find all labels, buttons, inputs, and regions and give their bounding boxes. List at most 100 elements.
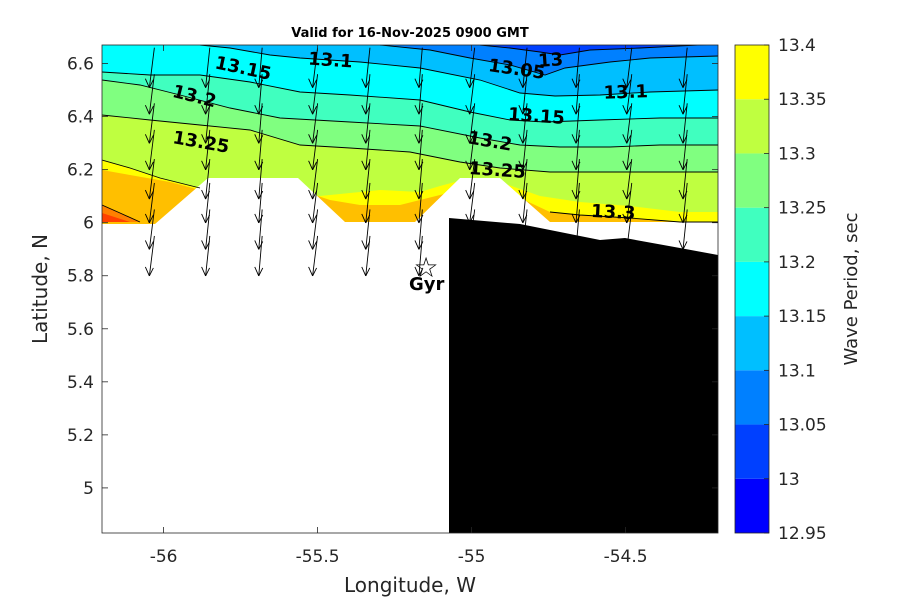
direction-arrow	[308, 182, 319, 224]
direction-arrow	[308, 47, 319, 88]
direction-arrow	[308, 209, 319, 250]
direction-arrow	[465, 209, 476, 250]
colorbar-frame	[734, 44, 770, 534]
direction-arrow	[571, 103, 581, 144]
y-tick-label: 6.4	[67, 108, 94, 128]
x-tick-label: -55	[458, 547, 486, 567]
direction-arrow	[308, 103, 319, 144]
direction-arrow	[622, 74, 633, 115]
direction-arrow	[144, 129, 155, 171]
contour-line	[479, 45, 708, 56]
axes-frame	[101, 44, 719, 534]
y-tick-label: 6	[83, 214, 94, 234]
direction-arrow	[622, 47, 633, 88]
y-tick-label: 5.8	[67, 267, 94, 287]
station-label: Gyr	[409, 274, 445, 295]
contour-line	[199, 45, 718, 97]
direction-arrow	[144, 209, 155, 250]
direction-arrow	[254, 182, 264, 224]
direction-arrow	[254, 103, 264, 144]
direction-arrow	[465, 74, 476, 115]
direction-arrow	[414, 103, 424, 144]
direction-arrow	[571, 182, 581, 224]
colorbar-tick-label: 13	[778, 470, 800, 490]
contour-label: 13.1	[603, 81, 648, 104]
direction-arrows	[144, 47, 688, 277]
direction-arrow	[144, 103, 155, 144]
contour-label: 13.1	[307, 48, 353, 72]
colorbar-tick-label: 13.2	[778, 253, 816, 273]
contour-line	[102, 159, 201, 189]
direction-arrow	[144, 182, 155, 224]
direction-arrow	[254, 47, 264, 88]
star-icon: ☆	[413, 251, 438, 284]
direction-arrow	[144, 235, 155, 277]
direction-arrow	[144, 47, 155, 88]
contour-line	[102, 204, 141, 223]
direction-arrow	[361, 235, 371, 277]
contour-label: 13.3	[591, 201, 636, 224]
direction-arrow	[414, 47, 424, 88]
y-tick-label: 5.6	[67, 320, 94, 340]
contour-label: 13.25	[468, 158, 526, 183]
direction-arrow	[201, 235, 211, 277]
colorbar-segment	[735, 261, 769, 317]
x-tick-label: -55.5	[296, 547, 340, 567]
y-tick-label: 5.2	[67, 426, 94, 446]
colorbar-tick-label: 13.4	[778, 36, 816, 56]
colorbar-segment	[735, 424, 769, 479]
colorbar-tick-label: 13.05	[778, 416, 827, 436]
colorbar-label: Wave Period, sec	[841, 212, 862, 365]
y-tick-label: 5.4	[67, 373, 94, 393]
direction-arrow	[622, 158, 633, 200]
colorbar-segment	[735, 478, 769, 533]
colorbar-segment	[735, 316, 769, 371]
direction-arrow	[465, 182, 476, 224]
contour-label: 13.15	[507, 104, 565, 129]
direction-arrow	[414, 235, 424, 277]
x-tick-label: -54.5	[604, 547, 648, 567]
x-axis-label: Longitude, W	[344, 573, 476, 597]
direction-arrow	[308, 129, 319, 171]
colorbar-tick-label: 12.95	[778, 524, 827, 544]
colorbar-segment	[735, 99, 769, 154]
plot-area	[102, 45, 718, 533]
direction-arrow	[414, 209, 424, 250]
y-tick-label: 5	[83, 479, 94, 499]
direction-arrow	[465, 47, 476, 88]
colorbar-tick-label: 13.1	[778, 361, 816, 381]
land-mass	[449, 218, 718, 533]
y-tick-label: 6.2	[67, 161, 94, 181]
direction-arrow	[254, 209, 264, 250]
colorbar-tick-label: 13.15	[778, 307, 827, 327]
direction-arrow	[308, 235, 319, 277]
direction-arrow	[622, 129, 633, 171]
band-1350	[102, 213, 130, 222]
colorbar-segment	[735, 45, 769, 100]
colorbar-tick-label: 13.35	[778, 90, 827, 110]
direction-arrow	[254, 235, 264, 277]
direction-arrow	[308, 74, 319, 115]
contour-line	[102, 114, 718, 173]
direction-arrow	[678, 209, 688, 250]
direction-arrow	[622, 182, 633, 224]
y-axis: 5 5.2 5.4 5.6 5.8 6 6.2 6.4 6.6	[67, 55, 718, 499]
contour-label: 13	[537, 49, 563, 72]
colorbar-segment	[735, 370, 769, 425]
direction-arrow	[622, 209, 633, 250]
colorbar-segment	[735, 153, 769, 208]
chart-title: Valid for 16-Nov-2025 0900 GMT	[291, 26, 529, 41]
direction-arrow	[622, 103, 633, 144]
y-axis-label: Latitude, N	[28, 234, 52, 344]
direction-arrow	[571, 47, 581, 88]
colorbar-tick-label: 13.25	[778, 199, 827, 219]
x-tick-label: -56	[150, 547, 178, 567]
direction-arrow	[144, 74, 155, 115]
colorbar: 12.95 13 13.05 13.1 13.15 13.2 13.25 13.3 13.35 1…	[734, 36, 827, 544]
contour-line	[379, 45, 718, 76]
direction-arrow	[144, 158, 155, 200]
colorbar-tick-label: 13.3	[778, 144, 816, 164]
direction-arrow	[465, 158, 476, 200]
contour-line	[549, 211, 718, 223]
